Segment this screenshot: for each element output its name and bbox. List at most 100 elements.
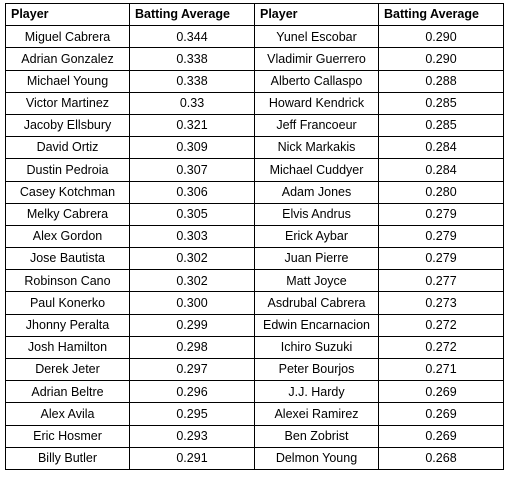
player-name-cell: Robinson Cano: [5, 269, 130, 293]
player-name-cell: Ichiro Suzuki: [254, 335, 379, 360]
batting-average-cell: 0.273: [378, 291, 504, 315]
table-row: Jhonny Peralta 0.299 Edwin Encarnacion 0.27…: [5, 313, 504, 337]
player-name-cell: Delmon Young: [254, 446, 379, 470]
table-row: Josh Hamilton 0.298 Ichiro Suzuki 0.272: [5, 335, 504, 360]
batting-average-cell: 0.290: [378, 47, 504, 71]
player-name-cell: Alberto Callaspo: [254, 69, 379, 93]
batting-average-cell: 0.272: [378, 335, 504, 360]
player-name-cell: Josh Hamilton: [5, 335, 130, 360]
batting-average-cell: 0.297: [129, 357, 255, 382]
batting-average-cell: 0.302: [129, 247, 255, 271]
player-name-cell: Jeff Francoeur: [254, 113, 379, 138]
table-row: Robinson Cano 0.302 Matt Joyce 0.277: [5, 269, 504, 293]
player-name-cell: Alexei Ramirez: [254, 402, 379, 426]
player-name-cell: David Ortiz: [5, 136, 130, 160]
table-row: Dustin Pedroia 0.307 Michael Cuddyer 0.284: [5, 158, 504, 182]
player-name-cell: Elvis Andrus: [254, 202, 379, 226]
player-name-cell: Paul Konerko: [5, 291, 130, 315]
table-row: Alex Avila 0.295 Alexei Ramirez 0.269: [5, 402, 504, 426]
batting-average-cell: 0.280: [378, 180, 504, 204]
table-row: Billy Butler 0.291 Delmon Young 0.268: [5, 446, 504, 470]
batting-average-cell: 0.285: [378, 91, 504, 115]
player-name-cell: Alex Avila: [5, 402, 130, 426]
player-name-cell: Howard Kendrick: [254, 91, 379, 115]
player-name-cell: Miguel Cabrera: [5, 25, 130, 49]
player-name-cell: Yunel Escobar: [254, 25, 379, 49]
batting-average-cell: 0.295: [129, 402, 255, 426]
header-batting-average: Batting Average: [378, 2, 504, 27]
player-name-cell: Michael Young: [5, 69, 130, 93]
batting-average-cell: 0.33: [129, 91, 255, 115]
header-batting-average: Batting Average: [129, 2, 255, 27]
table-row: Casey Kotchman 0.306 Adam Jones 0.280: [5, 180, 504, 204]
table-row: Michael Young 0.338 Alberto Callaspo 0.288: [5, 69, 504, 93]
batting-average-cell: 0.309: [129, 136, 255, 160]
player-name-cell: Derek Jeter: [5, 357, 130, 382]
player-name-cell: Adrian Beltre: [5, 380, 130, 404]
table-row: Adrian Beltre 0.296 J.J. Hardy 0.269: [5, 380, 504, 404]
batting-average-cell: 0.296: [129, 380, 255, 404]
player-name-cell: Asdrubal Cabrera: [254, 291, 379, 315]
batting-average-cell: 0.272: [378, 313, 504, 337]
batting-average-cell: 0.279: [378, 224, 504, 249]
player-name-cell: Alex Gordon: [5, 224, 130, 249]
player-name-cell: Ben Zobrist: [254, 424, 379, 448]
table-row: Alex Gordon 0.303 Erick Aybar 0.279: [5, 224, 504, 249]
batting-average-cell: 0.338: [129, 69, 255, 93]
player-name-cell: Erick Aybar: [254, 224, 379, 249]
player-name-cell: Jhonny Peralta: [5, 313, 130, 337]
player-name-cell: Peter Bourjos: [254, 357, 379, 382]
table-row: Jose Bautista 0.302 Juan Pierre 0.279: [5, 247, 504, 271]
batting-average-cell: 0.279: [378, 247, 504, 271]
header-player: Player: [5, 2, 130, 27]
player-name-cell: Michael Cuddyer: [254, 158, 379, 182]
table-row: Adrian Gonzalez 0.338 Vladimir Guerrero 0.2…: [5, 47, 504, 71]
batting-average-cell: 0.269: [378, 402, 504, 426]
table-row: Eric Hosmer 0.293 Ben Zobrist 0.269: [5, 424, 504, 448]
player-name-cell: Nick Markakis: [254, 136, 379, 160]
player-name-cell: Jose Bautista: [5, 247, 130, 271]
player-name-cell: Jacoby Ellsbury: [5, 113, 130, 138]
header-row: Player Batting Average Player Batting Av…: [5, 2, 504, 27]
batting-average-cell: 0.288: [378, 69, 504, 93]
player-name-cell: Victor Martinez: [5, 91, 130, 115]
batting-average-cell: 0.284: [378, 136, 504, 160]
batting-average-cell: 0.298: [129, 335, 255, 360]
batting-average-cell: 0.302: [129, 269, 255, 293]
batting-average-cell: 0.338: [129, 47, 255, 71]
table-row: Jacoby Ellsbury 0.321 Jeff Francoeur 0.285: [5, 113, 504, 138]
player-name-cell: J.J. Hardy: [254, 380, 379, 404]
header-player: Player: [254, 2, 379, 27]
batting-average-cell: 0.269: [378, 380, 504, 404]
player-name-cell: Melky Cabrera: [5, 202, 130, 226]
batting-average-cell: 0.290: [378, 25, 504, 49]
table-row: Melky Cabrera 0.305 Elvis Andrus 0.279: [5, 202, 504, 226]
batting-average-cell: 0.321: [129, 113, 255, 138]
player-name-cell: Eric Hosmer: [5, 424, 130, 448]
player-name-cell: Dustin Pedroia: [5, 158, 130, 182]
table-row: Victor Martinez 0.33 Howard Kendrick 0.285: [5, 91, 504, 115]
batting-average-cell: 0.291: [129, 446, 255, 470]
player-name-cell: Casey Kotchman: [5, 180, 130, 204]
batting-average-cell: 0.306: [129, 180, 255, 204]
batting-average-cell: 0.293: [129, 424, 255, 448]
table-body: Miguel Cabrera 0.344 Yunel Escobar 0.290 Adr…: [5, 25, 504, 470]
player-name-cell: Adrian Gonzalez: [5, 47, 130, 71]
batting-average-cell: 0.268: [378, 446, 504, 470]
batting-average-cell: 0.300: [129, 291, 255, 315]
batting-average-cell: 0.284: [378, 158, 504, 182]
batting-average-cell: 0.285: [378, 113, 504, 138]
player-name-cell: Matt Joyce: [254, 269, 379, 293]
batting-average-table: Player Batting Average Player Batting Av…: [5, 2, 504, 470]
player-name-cell: Edwin Encarnacion: [254, 313, 379, 337]
batting-average-cell: 0.279: [378, 202, 504, 226]
batting-average-cell: 0.299: [129, 313, 255, 337]
player-name-cell: Juan Pierre: [254, 247, 379, 271]
batting-average-cell: 0.271: [378, 357, 504, 382]
player-name-cell: Vladimir Guerrero: [254, 47, 379, 71]
batting-average-cell: 0.277: [378, 269, 504, 293]
batting-average-cell: 0.305: [129, 202, 255, 226]
table-row: David Ortiz 0.309 Nick Markakis 0.284: [5, 136, 504, 160]
batting-average-cell: 0.344: [129, 25, 255, 49]
player-name-cell: Billy Butler: [5, 446, 130, 470]
